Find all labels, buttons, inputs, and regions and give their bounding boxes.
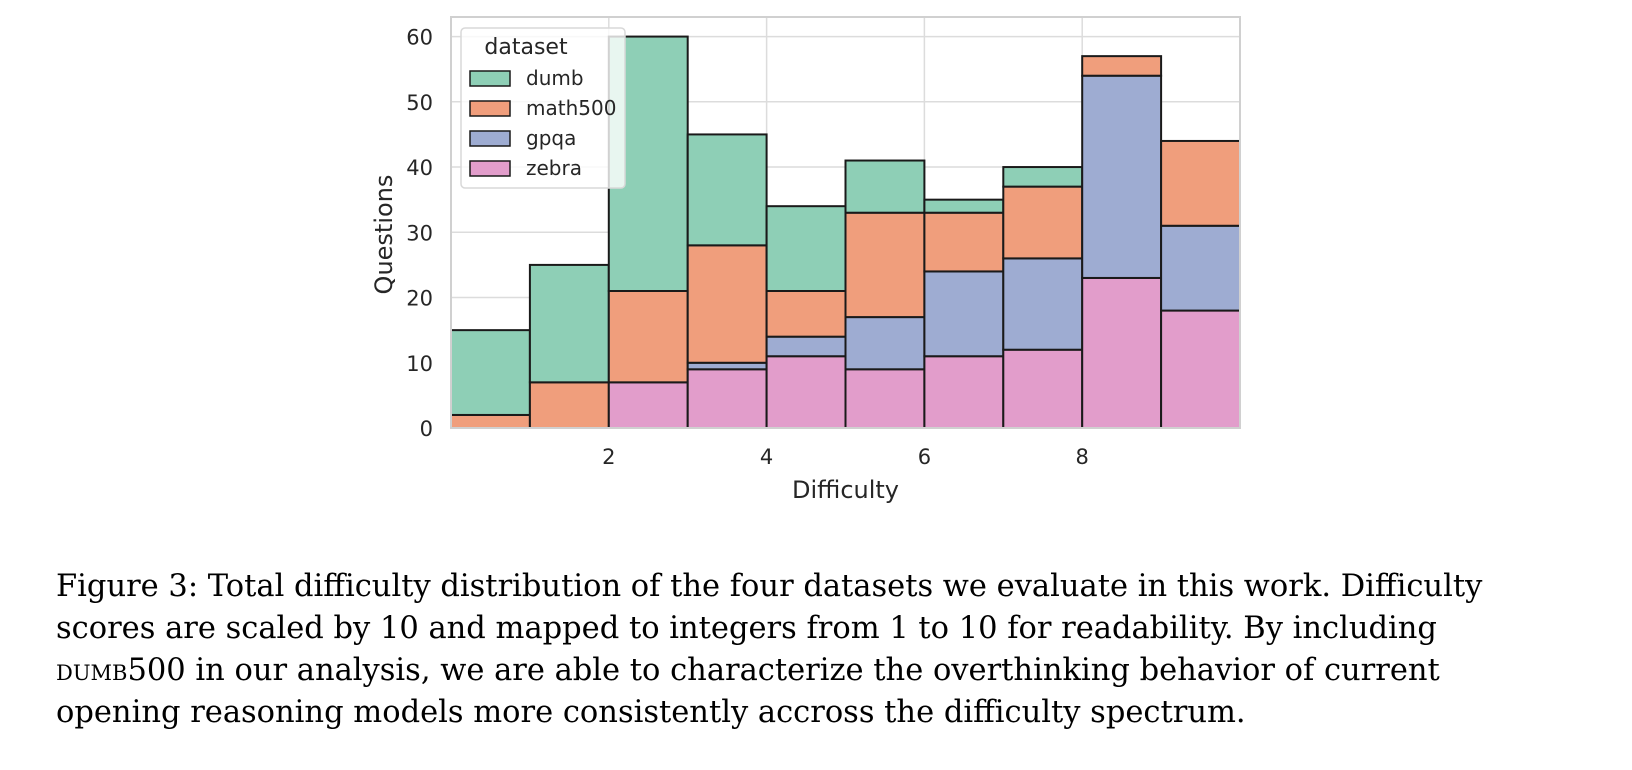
bar-zebra-bin-9 xyxy=(1081,276,1163,430)
caption-line-3-rest: 500 in our analysis, we are able to char… xyxy=(127,653,1440,688)
y-tick-label: 10 xyxy=(406,352,433,376)
bar-math500-bin-2 xyxy=(528,381,610,430)
caption-dataset-name: DUMB xyxy=(56,653,128,688)
legend-label-math500: math500 xyxy=(526,96,616,120)
bar-math500-bin-6 xyxy=(844,211,926,319)
x-tick-labels: 2 4 6 8 xyxy=(602,445,1089,469)
bar-zebra-bin-7 xyxy=(923,355,1005,429)
bar-dumb-bin-5 xyxy=(765,205,847,292)
caption-line-3: DUMB500 in our analysis, we are able to … xyxy=(56,650,1616,692)
bar-math500-bin-7 xyxy=(923,211,1005,273)
x-tick-label: 4 xyxy=(760,445,773,469)
bar-gpqa-bin-8 xyxy=(1002,257,1084,351)
legend-label-zebra: zebra xyxy=(526,156,582,180)
legend-swatch-gpqa xyxy=(469,130,511,147)
caption-line-1: Figure 3: Total difficulty distribution … xyxy=(56,569,1483,604)
y-tick-labels: 0 10 20 30 40 50 60 xyxy=(406,26,433,441)
bar-math500-bin-9 xyxy=(1081,55,1163,77)
legend-swatch-math500 xyxy=(469,100,511,117)
bar-gpqa-bin-9 xyxy=(1081,74,1163,279)
x-axis-label: Difficulty xyxy=(792,476,899,504)
bar-math500-bin-3 xyxy=(607,290,689,384)
caption-line-4: opening reasoning models more consistent… xyxy=(56,695,1246,730)
legend-label-dumb: dumb xyxy=(526,66,584,90)
bar-zebra-bin-4 xyxy=(686,368,768,429)
x-tick-label: 8 xyxy=(1076,445,1089,469)
bar-dumb-bin-4 xyxy=(686,133,768,247)
y-tick-label: 20 xyxy=(406,287,433,311)
bar-dumb-bin-2 xyxy=(528,263,610,384)
legend-box xyxy=(460,27,626,189)
caption-line-2: scores are scaled by 10 and mapped to in… xyxy=(56,611,1437,646)
plot-frame xyxy=(450,16,1241,429)
y-tick-label: 40 xyxy=(406,156,433,180)
bar-gpqa-bin-5 xyxy=(765,335,847,358)
legend-label-gpqa: gpqa xyxy=(526,126,576,150)
x-tick-label: 2 xyxy=(602,445,615,469)
bar-dumb-bin-1 xyxy=(450,329,531,416)
legend-swatch-zebra xyxy=(469,160,511,177)
y-tick-label: 60 xyxy=(406,26,433,50)
legend-swatch-dumb xyxy=(469,70,511,87)
bar-math500-bin-1 xyxy=(450,413,531,430)
bar-gpqa-bin-6 xyxy=(844,316,926,371)
plot-border xyxy=(450,16,1241,429)
bar-zebra-bin-5 xyxy=(765,355,847,429)
legend-title: dataset xyxy=(484,35,568,60)
bar-math500-bin-4 xyxy=(686,244,768,364)
bar-zebra-bin-8 xyxy=(1002,348,1084,430)
bar-math500-bin-5 xyxy=(765,290,847,338)
y-tick-label: 0 xyxy=(420,417,433,441)
bar-dumb-bin-6 xyxy=(844,159,926,214)
bar-dumb-bin-7 xyxy=(923,198,1005,214)
y-tick-label: 50 xyxy=(406,91,433,115)
bar-dumb-bin-8 xyxy=(1002,166,1084,188)
bar-zebra-bin-10 xyxy=(1160,309,1241,430)
legend: dataset dumb math500 gpqa zebra xyxy=(460,27,626,189)
bar-gpqa-bin-10 xyxy=(1160,224,1241,312)
y-tick-label: 30 xyxy=(406,221,433,245)
bar-math500-bin-8 xyxy=(1002,185,1084,260)
y-axis-label: Questions xyxy=(370,175,398,295)
bar-gpqa-bin-7 xyxy=(923,270,1005,358)
bar-zebra-bin-6 xyxy=(844,368,926,429)
bar-math500-bin-10 xyxy=(1160,139,1241,227)
x-tick-label: 6 xyxy=(918,445,931,469)
bar-zebra-bin-3 xyxy=(607,381,689,430)
figure-caption: Figure 3: Total difficulty distribution … xyxy=(56,566,1616,734)
